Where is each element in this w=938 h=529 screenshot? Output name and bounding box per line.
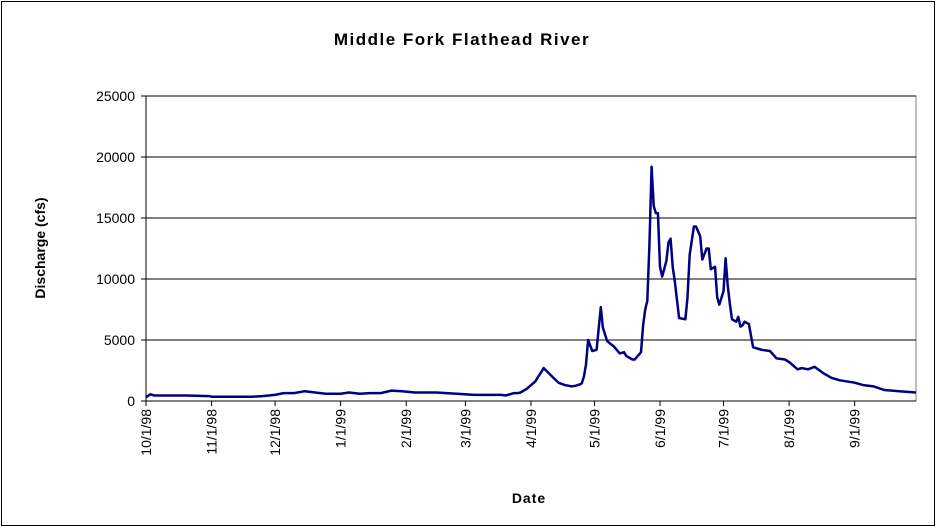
discharge-series-line xyxy=(145,165,917,399)
y-tick-label: 10000 xyxy=(96,271,135,287)
x-tick-label: 9/1/99 xyxy=(847,409,863,448)
x-tick-label: 2/1/99 xyxy=(398,409,414,448)
plot-area xyxy=(145,95,917,402)
y-axis-label: Discharge (cfs) xyxy=(32,197,48,298)
y-tick-label: 25000 xyxy=(96,88,135,104)
x-tick-label: 6/1/99 xyxy=(652,409,668,448)
y-tick-label: 0 xyxy=(127,393,135,409)
x-tick-label: 10/1/98 xyxy=(138,409,154,456)
y-tick-label: 5000 xyxy=(104,332,135,348)
x-tick-label: 11/1/98 xyxy=(204,409,220,455)
x-tick-label: 7/1/99 xyxy=(716,409,732,448)
y-axis-ticks: 0 5000 10000 15000 20000 25000 xyxy=(96,88,146,409)
x-tick-label: 1/1/99 xyxy=(333,409,349,448)
y-tick-label: 20000 xyxy=(96,149,135,165)
x-tick-label: 4/1/99 xyxy=(523,409,539,448)
chart-title: Middle Fork Flathead River xyxy=(334,30,590,49)
y-tick-label: 15000 xyxy=(96,210,135,226)
gridlines xyxy=(146,95,916,341)
x-tick-label: 8/1/99 xyxy=(781,409,797,448)
x-axis-ticks: 10/1/98 11/1/98 12/1/98 1/1/99 2/1/99 3/1/99 4… xyxy=(138,401,863,456)
x-tick-label: 3/1/99 xyxy=(457,409,473,448)
x-axis-label: Date xyxy=(512,490,546,506)
x-tick-label: 5/1/99 xyxy=(586,409,602,448)
x-tick-label: 12/1/98 xyxy=(267,409,283,456)
